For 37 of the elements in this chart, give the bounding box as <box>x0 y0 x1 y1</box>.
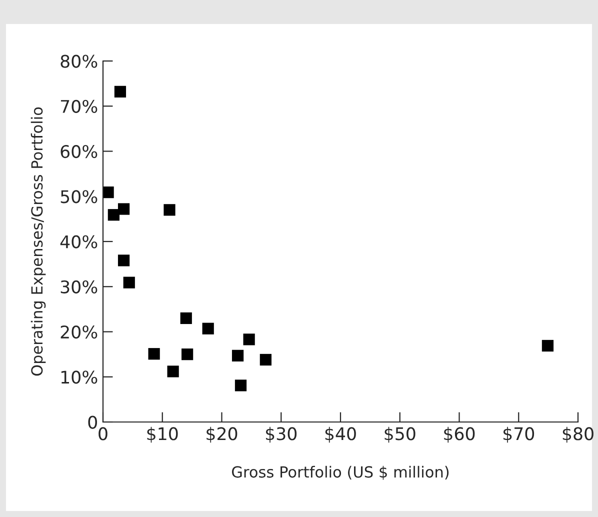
point <box>148 348 160 360</box>
y-tick-label: 70% <box>60 100 98 113</box>
y-tick-label: 80% <box>60 54 98 68</box>
x-axis-title: Gross Portfolio (US $ million) <box>232 466 449 480</box>
y-axis-title: Operating Expenses/Gross Portfolio <box>30 107 46 376</box>
point <box>542 340 554 352</box>
point <box>180 312 192 324</box>
point <box>232 350 244 362</box>
point <box>164 204 176 216</box>
x-tick-label: 0 <box>98 427 108 440</box>
y-tick-label: 0 <box>88 416 97 429</box>
y-tick-label: 10% <box>61 370 98 384</box>
point <box>234 380 247 392</box>
x-tick-label: $70 <box>503 426 534 443</box>
point <box>118 203 130 215</box>
point <box>123 276 135 288</box>
y-tick-label: 20% <box>60 325 98 339</box>
point <box>260 354 272 366</box>
x-tick-label: $20 <box>206 426 238 443</box>
point <box>103 186 114 198</box>
y-tick-label: 60% <box>60 144 98 158</box>
x-tick-label: $80 <box>562 426 594 443</box>
point <box>243 334 255 346</box>
x-tick-label: $50 <box>384 426 416 443</box>
x-tick-label: $30 <box>266 426 297 443</box>
point <box>202 322 214 334</box>
point <box>108 209 120 221</box>
y-tick-label: 40% <box>60 235 98 248</box>
point <box>182 348 194 360</box>
y-tick-label: 50% <box>60 190 98 204</box>
point <box>167 366 179 378</box>
x-tick-label: $60 <box>444 426 475 443</box>
y-tick-label: 30% <box>60 280 98 294</box>
point <box>118 254 130 266</box>
point <box>114 86 126 98</box>
x-tick-label: $10 <box>147 426 178 443</box>
x-tick-label: $40 <box>325 426 356 443</box>
